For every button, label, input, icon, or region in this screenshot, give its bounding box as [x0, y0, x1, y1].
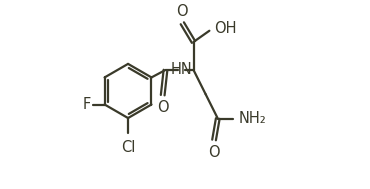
Text: O: O: [176, 4, 188, 19]
Text: NH₂: NH₂: [239, 111, 266, 126]
Text: O: O: [157, 100, 168, 115]
Text: F: F: [83, 97, 91, 112]
Text: HN: HN: [171, 62, 192, 77]
Text: OH: OH: [215, 21, 237, 36]
Text: O: O: [208, 145, 220, 160]
Text: Cl: Cl: [121, 139, 135, 155]
